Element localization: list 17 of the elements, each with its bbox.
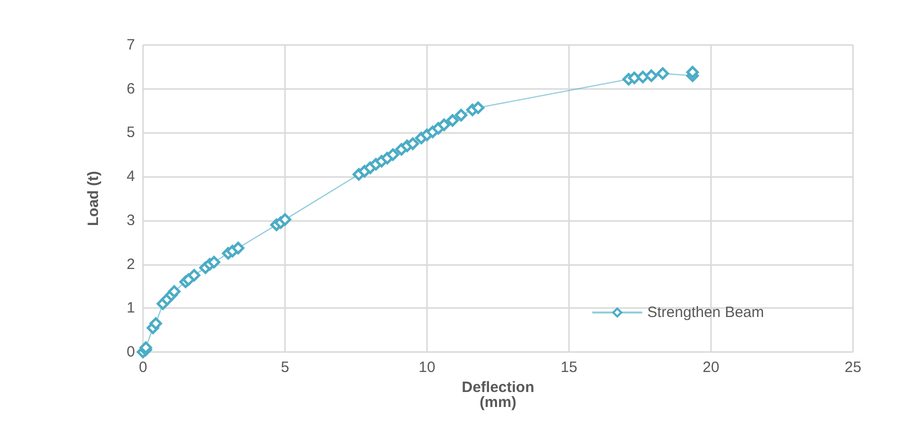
x-axis-title: Deflection (mm) xyxy=(462,378,534,411)
y-tick-label: 7 xyxy=(126,36,135,54)
x-tick-label: 15 xyxy=(560,359,578,376)
y-tick-label: 3 xyxy=(126,212,135,229)
y-axis-title: Load (t) xyxy=(85,171,102,226)
x-tick-label: 25 xyxy=(844,359,862,376)
x-tick-label: 5 xyxy=(280,359,290,376)
x-tick-label: 0 xyxy=(138,359,148,376)
y-tick-label: 4 xyxy=(126,168,135,186)
x-tick-label: 20 xyxy=(702,359,720,376)
y-tick-label: 5 xyxy=(126,124,135,142)
y-tick-label: 0 xyxy=(126,344,135,360)
legend-label: Strengthen Beam xyxy=(647,304,764,321)
y-tick-label: 2 xyxy=(126,256,135,273)
x-tick-label: 10 xyxy=(418,359,436,376)
y-tick-label: 1 xyxy=(126,300,135,317)
y-tick-label: 6 xyxy=(126,80,135,98)
